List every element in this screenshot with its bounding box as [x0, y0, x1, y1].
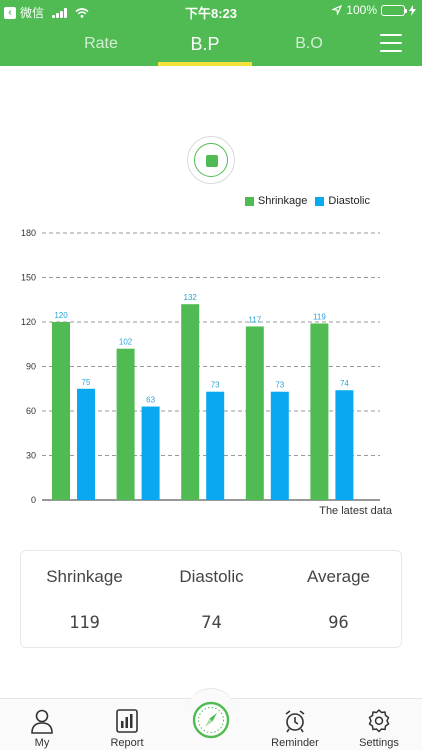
nav-label-settings: Settings	[359, 737, 399, 749]
charging-icon	[409, 4, 416, 16]
data-label-diastolic: 73	[275, 381, 284, 390]
data-label-shrinkage: 119	[313, 312, 326, 321]
app-header: ‹ 微信 下午8:23 100% Rate B.P B.O	[0, 0, 422, 66]
back-app-icon[interactable]: ‹	[4, 6, 16, 19]
stats-card: Shrinkage 119 Diastolic 74 Average 96	[20, 550, 402, 648]
location-arrow-icon	[332, 5, 343, 15]
y-tick-label: 120	[21, 317, 36, 327]
signal-icon	[52, 7, 68, 18]
bar-shrinkage	[52, 322, 70, 500]
tab-bo[interactable]: B.O	[295, 35, 323, 52]
y-tick-label: 0	[31, 495, 36, 505]
stat-label-shrinkage: Shrinkage	[46, 567, 123, 586]
person-icon	[31, 709, 53, 734]
nav-label-my: My	[34, 737, 50, 749]
bar-shrinkage	[181, 304, 200, 500]
nav-label-reminder: Reminder	[271, 737, 319, 749]
bar-diastolic	[270, 391, 289, 500]
data-label-diastolic: 74	[340, 379, 349, 388]
data-label-shrinkage: 102	[119, 338, 133, 347]
bar-diastolic	[141, 406, 160, 500]
compass-gauge-icon[interactable]	[191, 700, 231, 740]
legend-item-shrinkage: Shrinkage	[244, 195, 308, 207]
stop-ring	[194, 143, 228, 177]
data-label-shrinkage: 117	[248, 315, 261, 324]
bar-diastolic	[335, 390, 354, 500]
y-tick-label: 150	[21, 273, 36, 283]
legend-swatch-diastolic	[315, 196, 325, 206]
menu-icon[interactable]	[380, 34, 402, 52]
nav-settings[interactable]: Settings	[348, 699, 410, 750]
nav-my[interactable]: My	[12, 699, 72, 750]
stat-label-average: Average	[306, 567, 370, 586]
data-label-shrinkage: 132	[184, 293, 198, 302]
y-tick-label: 180	[21, 228, 36, 238]
nav-report[interactable]: Report	[96, 699, 158, 750]
report-chart-icon	[116, 709, 138, 733]
data-label-diastolic: 63	[146, 396, 155, 405]
stat-diastolic: Diastolic 74	[148, 551, 275, 649]
stat-value-average: 96	[328, 613, 349, 633]
chart-legend: Shrinkage Diastolic	[237, 195, 370, 207]
data-label-shrinkage: 120	[54, 311, 68, 320]
battery-percent: 100%	[346, 3, 377, 17]
y-tick-label: 90	[26, 362, 36, 372]
battery-icon	[381, 4, 407, 16]
legend-label-diastolic: Diastolic	[328, 195, 370, 207]
tab-rate[interactable]: Rate	[84, 35, 118, 52]
stop-measure-button[interactable]	[187, 136, 235, 184]
bar-shrinkage	[245, 326, 264, 500]
stop-icon	[206, 155, 218, 167]
bar-diastolic	[206, 391, 225, 500]
stat-value-diastolic: 74	[201, 613, 222, 633]
wifi-icon	[75, 7, 89, 18]
bar-diastolic	[77, 388, 95, 500]
status-bar: ‹ 微信 下午8:23 100%	[0, 0, 422, 22]
carrier-label: 微信	[20, 6, 45, 20]
alarm-clock-icon	[285, 710, 305, 733]
y-tick-label: 60	[26, 406, 36, 416]
status-time: 下午8:23	[184, 6, 238, 21]
legend-swatch-shrinkage	[244, 196, 254, 206]
data-label-diastolic: 73	[211, 381, 220, 390]
tab-bp[interactable]: B.P	[190, 34, 220, 54]
data-label-diastolic: 75	[82, 378, 91, 387]
stat-shrinkage: Shrinkage 119	[21, 551, 148, 649]
nav-reminder[interactable]: Reminder	[262, 699, 328, 750]
bp-bar-chart: 0 30 60 90 120 150 180 120 75 102 63 132 73 117 73 119 7…	[21, 228, 380, 505]
legend-item-diastolic: Diastolic	[315, 195, 370, 207]
nav-label-report: Report	[110, 737, 144, 749]
stat-value-shrinkage: 119	[69, 613, 100, 633]
bar-shrinkage	[310, 323, 329, 500]
active-tab-indicator	[158, 62, 252, 66]
bar-shrinkage	[116, 348, 135, 500]
chart-caption: The latest data	[319, 505, 392, 517]
stat-label-diastolic: Diastolic	[179, 567, 244, 586]
y-tick-label: 30	[26, 451, 36, 461]
gear-icon	[368, 709, 390, 733]
tab-bar: Rate B.P B.O	[0, 22, 422, 66]
stat-average: Average 96	[275, 551, 402, 649]
legend-label-shrinkage: Shrinkage	[257, 195, 308, 207]
